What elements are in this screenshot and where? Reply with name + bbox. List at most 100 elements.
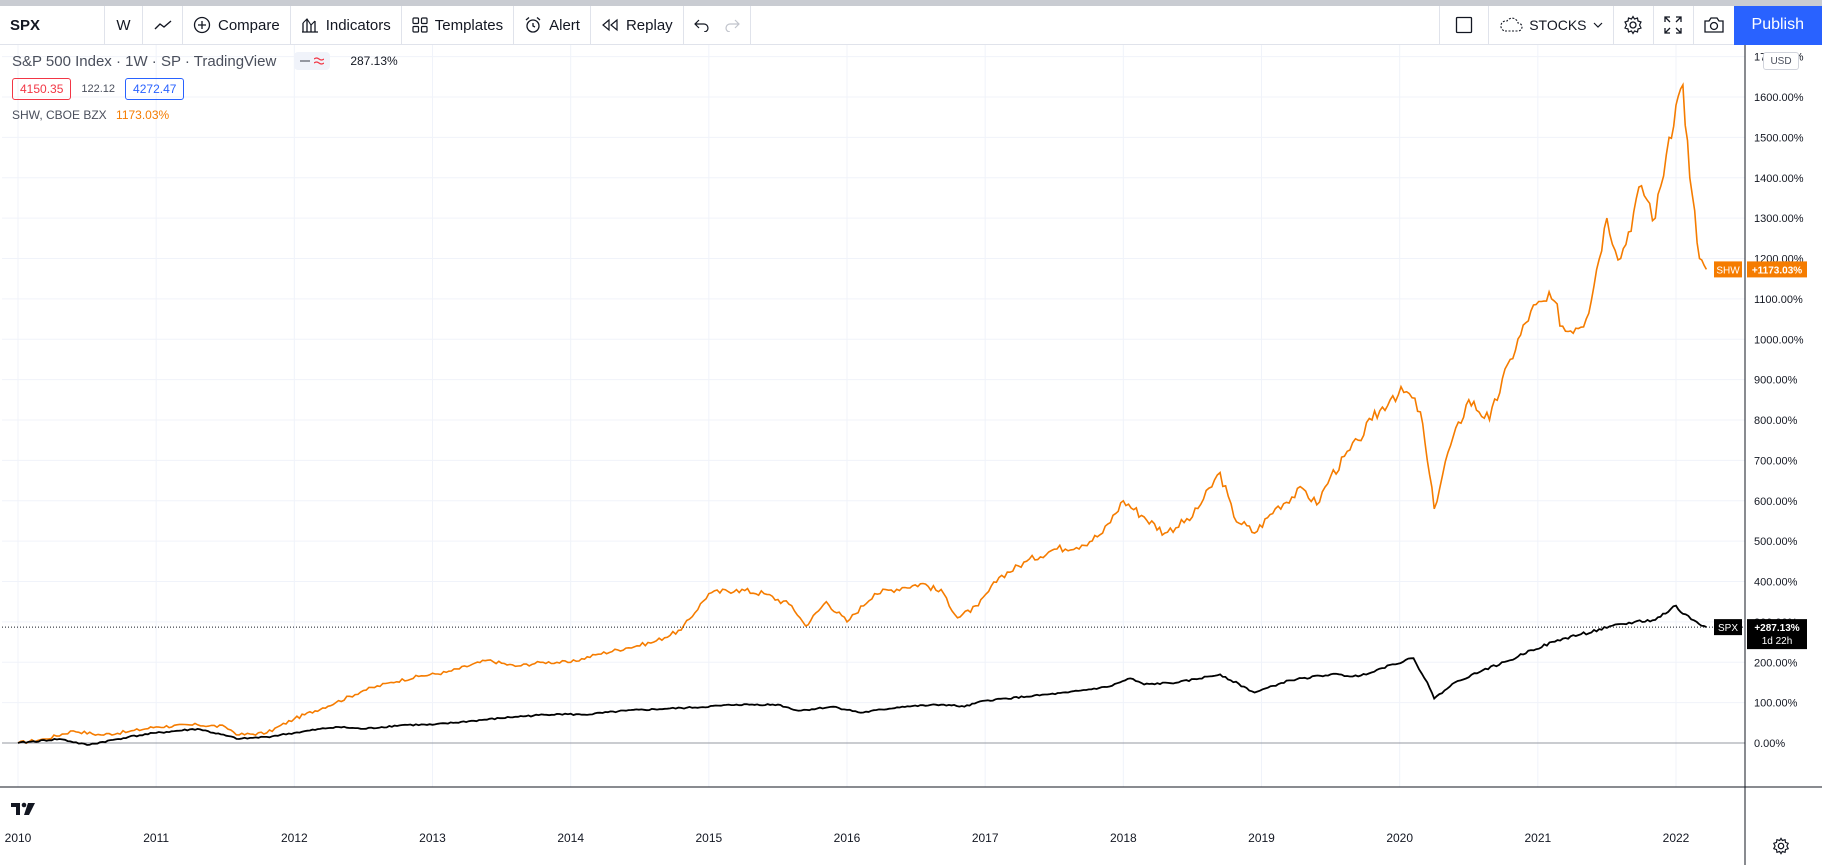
- alert-label: Alert: [549, 16, 580, 34]
- tradingview-logo: [10, 800, 36, 823]
- symbol-label: SPX: [10, 16, 41, 34]
- chart-type-button[interactable]: [143, 5, 183, 45]
- publish-button[interactable]: Publish: [1733, 5, 1822, 45]
- compare-button[interactable]: Compare: [183, 5, 291, 45]
- series-line-shw: [17, 82, 1708, 745]
- templates-label: Templates: [434, 16, 504, 34]
- compare-series-value: 1173.03%: [116, 108, 170, 122]
- y-tick-label: 0.00%: [1754, 738, 1785, 750]
- x-tick-label: 2016: [834, 831, 861, 845]
- approx-icon: [314, 57, 325, 65]
- snapshot-button[interactable]: [1694, 6, 1734, 45]
- series-line-spx: [17, 604, 1707, 746]
- y-tick-label: 1000.00%: [1754, 334, 1804, 346]
- last-value-labels: SHW +1173.03% SPX +287.13% 1d 22h: [1714, 261, 1807, 650]
- square-layout-icon: [1455, 16, 1473, 34]
- x-tick-label: 2013: [419, 831, 446, 845]
- tv-logo-icon: [11, 802, 35, 815]
- plot-series: [2, 82, 1745, 746]
- camera-icon: [1703, 16, 1725, 34]
- x-tick-label: 2010: [5, 831, 32, 845]
- x-tick-label: 2022: [1663, 831, 1690, 845]
- y-tick-label: 1300.00%: [1754, 213, 1804, 225]
- compare-series-title[interactable]: SHW, CBOE BZX: [12, 108, 107, 122]
- y-tick-label: 700.00%: [1754, 455, 1798, 467]
- buy-price-button[interactable]: 4272.47: [125, 78, 185, 100]
- series-last-value-text: +1173.03%: [1752, 265, 1802, 276]
- x-tick-label: 2021: [1524, 831, 1551, 845]
- main-series-pct: 287.13%: [350, 54, 398, 68]
- x-tick-label: 2020: [1386, 831, 1413, 845]
- x-tick-label: 2017: [972, 831, 999, 845]
- toolbar-right: STOCKS Publish: [1439, 5, 1822, 45]
- redo-icon[interactable]: [724, 18, 740, 32]
- x-tick-label: 2014: [557, 831, 584, 845]
- publish-label: Publish: [1751, 16, 1804, 33]
- symbol-search[interactable]: SPX: [0, 5, 105, 45]
- x-tick-label: 2012: [281, 831, 308, 845]
- y-tick-label: 400.00%: [1754, 577, 1798, 589]
- stocks-layout-dropdown[interactable]: STOCKS: [1489, 5, 1614, 45]
- y-tick-label: 1100.00%: [1754, 294, 1803, 306]
- indicators-icon: [301, 16, 319, 34]
- y-tick-label: 1400.00%: [1754, 173, 1804, 185]
- interval-button[interactable]: W: [105, 5, 143, 45]
- legend-main-row: S&P 500 Index · 1W · SP · TradingView 28…: [12, 50, 398, 72]
- series-tag-text: SHW: [1716, 265, 1740, 276]
- dash-icon: [300, 60, 311, 62]
- templates-grid-icon: [412, 17, 428, 33]
- y-tick-label: 200.00%: [1754, 657, 1798, 669]
- window-top-border: [0, 0, 1822, 6]
- series-last-value-text: +287.13%: [1754, 623, 1799, 634]
- stocks-label: STOCKS: [1529, 17, 1587, 33]
- chevron-down-icon: [1593, 22, 1603, 28]
- replay-button[interactable]: Replay: [591, 5, 684, 45]
- y-tick-label: 900.00%: [1754, 375, 1798, 387]
- x-tick-label: 2018: [1110, 831, 1137, 845]
- y-tick-label: 500.00%: [1754, 536, 1798, 548]
- legend-price-row: 4150.35 122.12 4272.47: [12, 78, 398, 100]
- series-tag-text: SPX: [1718, 623, 1738, 634]
- y-tick-label: 1500.00%: [1754, 132, 1804, 144]
- sell-price-button[interactable]: 4150.35: [12, 78, 72, 100]
- currency-button[interactable]: USD: [1763, 52, 1799, 70]
- legend-visibility-toggle[interactable]: [294, 52, 331, 70]
- gear-icon: [1623, 15, 1643, 35]
- interval-label: W: [116, 16, 131, 34]
- top-toolbar: SPX W Compare Indicators Templates Alert: [0, 5, 1822, 45]
- plus-circle-icon: [193, 16, 211, 34]
- series-tag-shw: [1714, 261, 1742, 278]
- time-scale[interactable]: 2010 2011 2012 2013 2014 2015 2016 2017 2018 2019…: [0, 786, 1822, 845]
- indicators-button[interactable]: Indicators: [291, 5, 402, 45]
- series-last-value-spx: [1747, 619, 1807, 650]
- settings-button[interactable]: [1614, 5, 1654, 45]
- alarm-clock-icon: [524, 16, 542, 34]
- layout-button[interactable]: [1439, 5, 1490, 45]
- y-tick-label: 800.00%: [1754, 415, 1798, 427]
- scale-settings-button[interactable]: [1772, 837, 1790, 860]
- undo-icon[interactable]: [693, 18, 710, 32]
- price-scale[interactable]: 0.00%100.00%200.00%300.00%400.00%500.00%…: [1744, 45, 1804, 865]
- line-chart-icon: [154, 19, 172, 31]
- y-tick-label: 100.00%: [1754, 698, 1798, 710]
- chart-area[interactable]: 0.00%100.00%200.00%300.00%400.00%500.00%…: [0, 45, 1822, 865]
- undo-redo-group: [684, 5, 751, 45]
- compare-label: Compare: [218, 16, 280, 34]
- x-tick-label: 2011: [143, 831, 169, 845]
- series-countdown-text: 1d 22h: [1762, 636, 1793, 647]
- cloud-icon: [1499, 17, 1523, 33]
- chart-grid: [2, 45, 1745, 787]
- templates-button[interactable]: Templates: [402, 5, 515, 45]
- chart-legend: S&P 500 Index · 1W · SP · TradingView 28…: [12, 50, 398, 122]
- series-last-value-shw: [1747, 261, 1807, 278]
- replay-label: Replay: [625, 16, 673, 34]
- fullscreen-icon: [1664, 16, 1682, 34]
- alert-button[interactable]: Alert: [514, 5, 591, 45]
- fullscreen-button[interactable]: [1654, 5, 1694, 45]
- legend-compare-row: SHW, CBOE BZX 1173.03%: [12, 108, 398, 122]
- spread-value: 122.12: [81, 83, 116, 95]
- indicators-label: Indicators: [325, 16, 391, 34]
- main-series-title[interactable]: S&P 500 Index · 1W · SP · TradingView: [12, 52, 277, 70]
- x-tick-label: 2015: [695, 831, 722, 845]
- series-tag-spx: [1714, 619, 1742, 636]
